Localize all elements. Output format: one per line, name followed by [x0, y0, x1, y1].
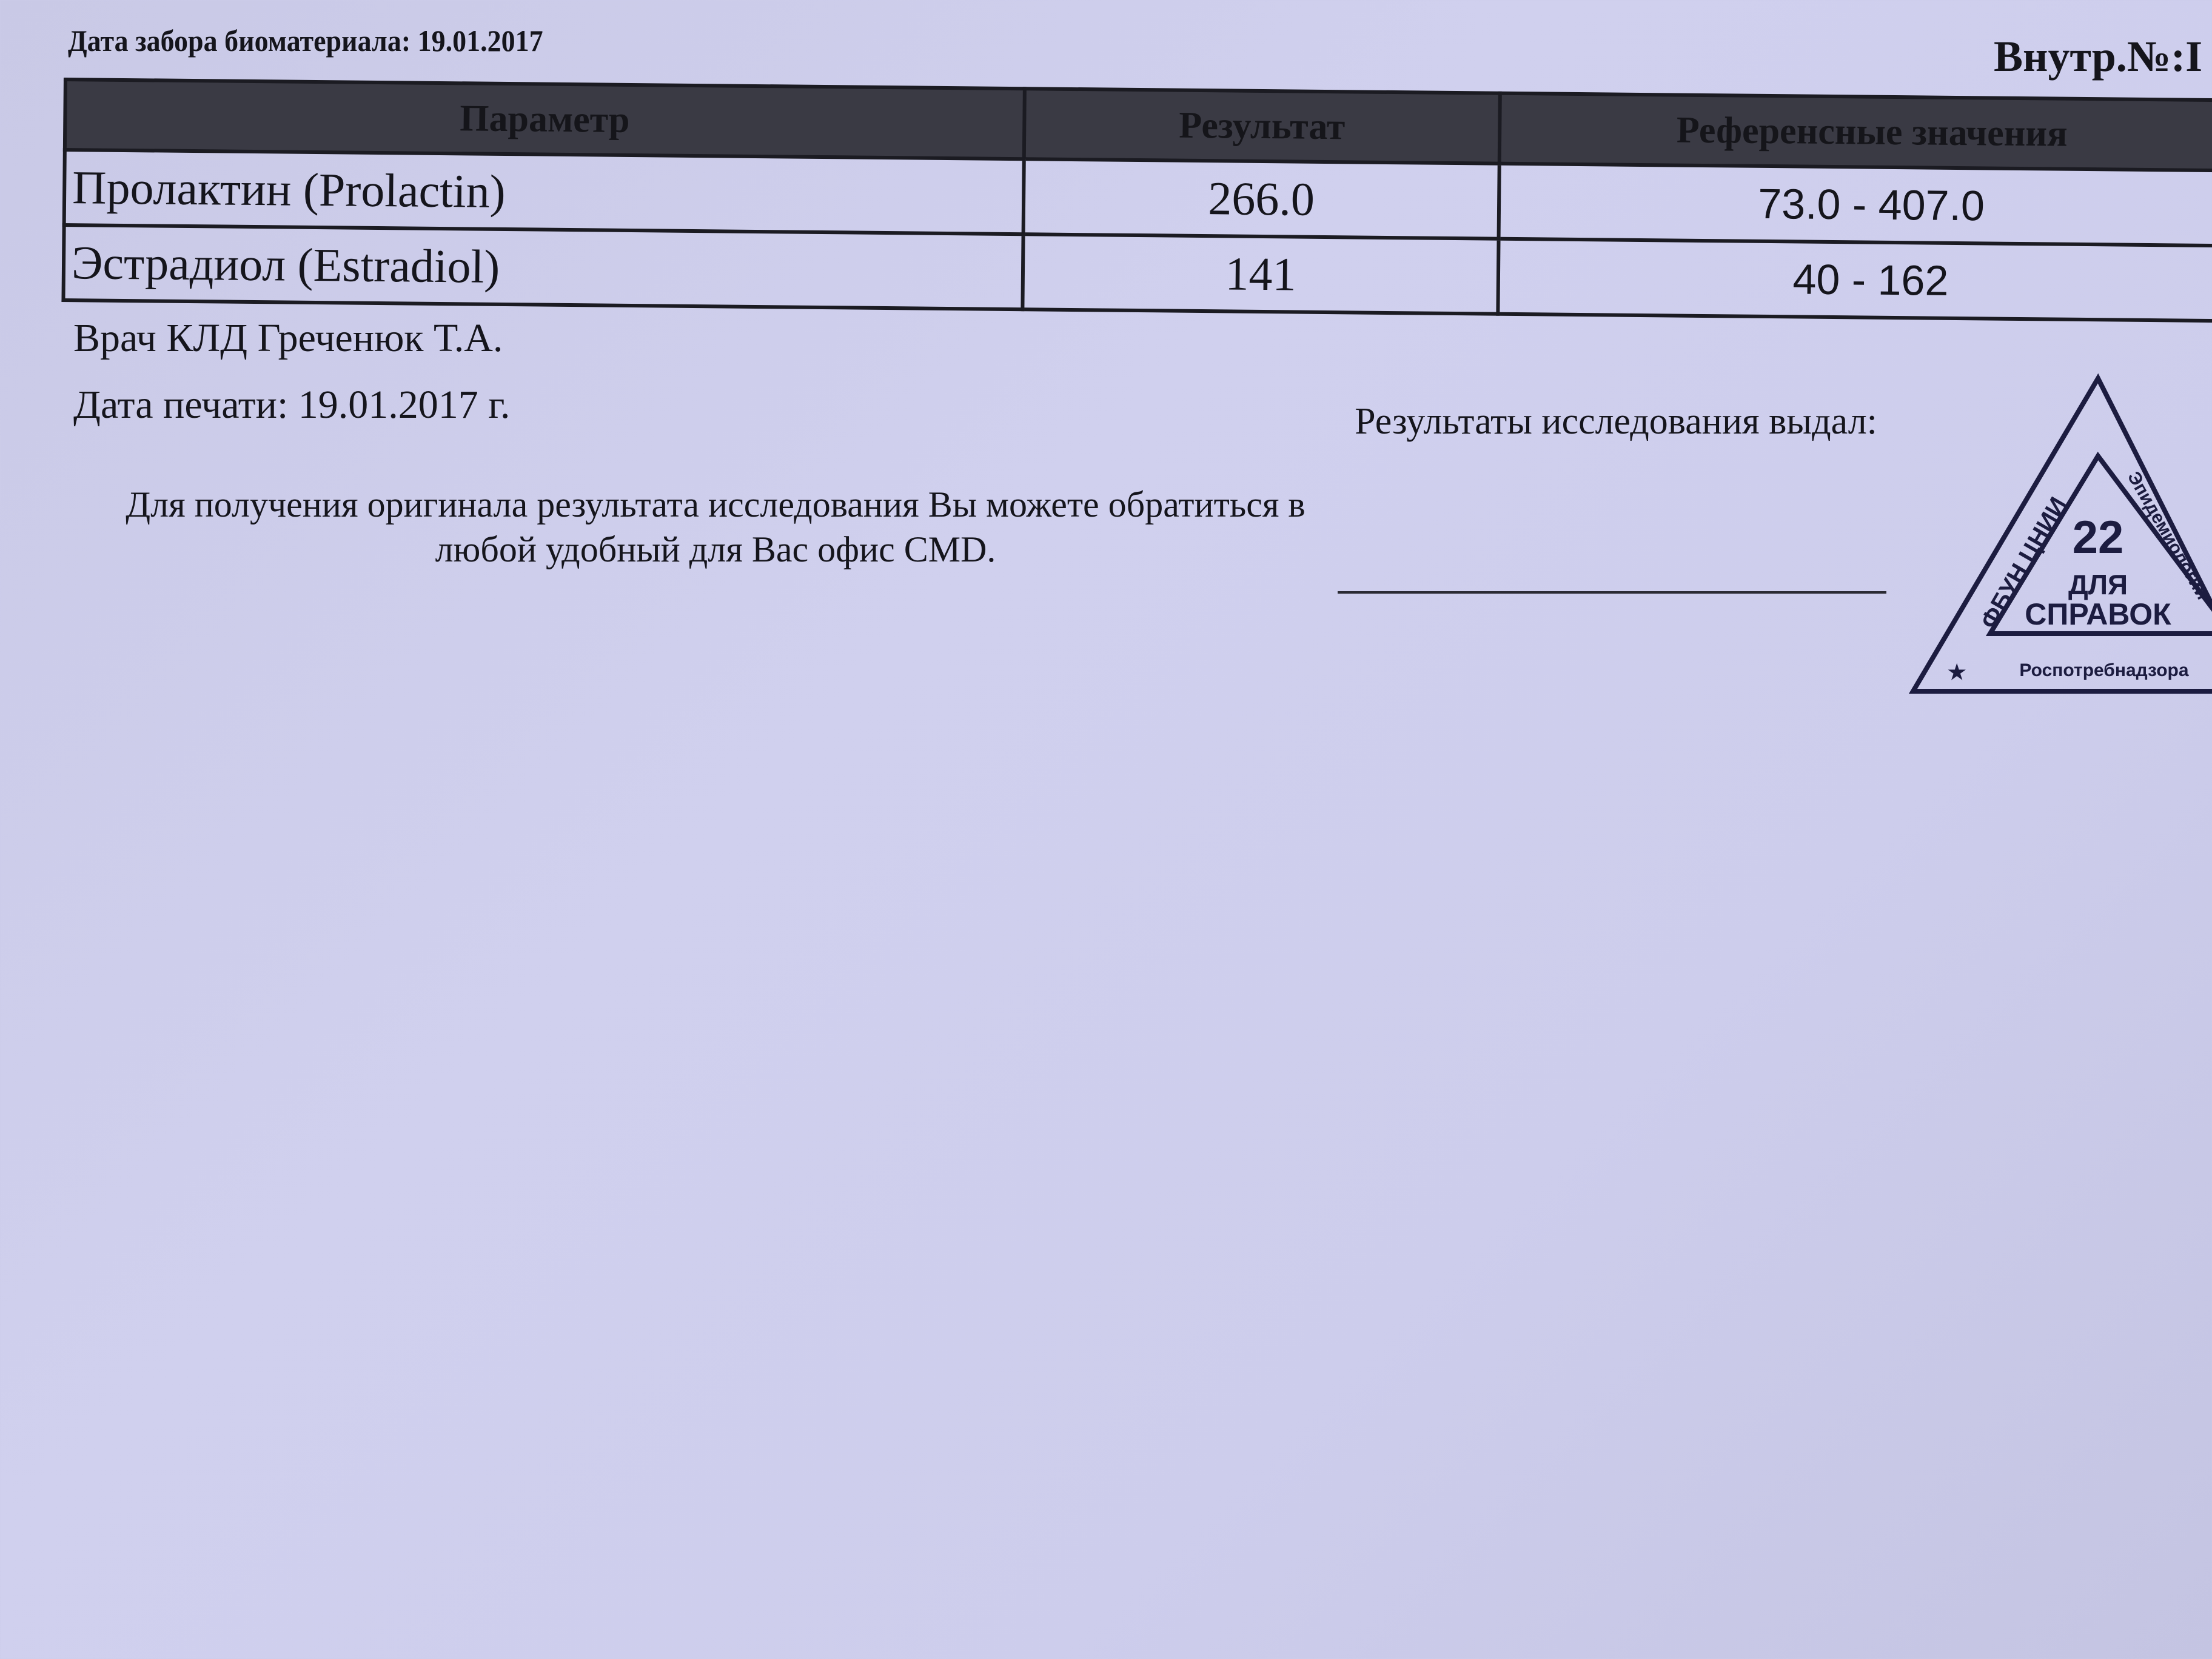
column-header-reference: Референсные значения: [1499, 93, 2212, 171]
stamp-inner-triangle: [1985, 451, 2212, 636]
column-header-parameter: Параметр: [64, 79, 1025, 159]
stamp-outer-triangle: [1908, 373, 2212, 694]
result-cell: 141: [1022, 234, 1499, 314]
stamp-right-text: Эпидемиологии: [2123, 468, 2212, 603]
print-date: Дата печати: 19.01.2017 г.: [73, 383, 511, 427]
results-table: Параметр Результат Референсные значения …: [61, 78, 2212, 323]
column-header-result: Результат: [1024, 89, 1500, 164]
issued-by-label: Результаты исследования выдал:: [1355, 401, 1877, 442]
internal-number: Внутр.№:I: [1994, 32, 2203, 81]
stamp-number: 22: [2073, 512, 2124, 563]
reference-cell: 40 - 162: [1498, 238, 2212, 321]
stamp-bottom-text: Роспотребнадзора: [2019, 660, 2188, 680]
star-icon: ★: [1948, 661, 1966, 684]
collection-date: Дата забора биоматериала: 19.01.2017: [68, 24, 543, 58]
stamp-line1: ДЛЯ: [2068, 569, 2128, 600]
stamp-line2: СПРАВОК: [2025, 597, 2171, 631]
doctor-name: Врач КЛД Греченюк Т.А.: [73, 316, 503, 360]
stamp: ФБУН ЦНИИ Эпидемиологии 22 ДЛЯ СПРАВОК Р…: [1908, 373, 2212, 694]
reference-cell: 73.0 - 407.0: [1498, 163, 2212, 246]
result-cell: 266.0: [1023, 159, 1500, 239]
parameter-cell: Пролактин (Prolactin): [64, 150, 1024, 235]
parameter-cell: Эстрадиол (Estradiol): [63, 225, 1024, 310]
original-notice: Для получения оригинала результата иссле…: [126, 484, 1305, 569]
signature-line: [1338, 591, 1886, 594]
